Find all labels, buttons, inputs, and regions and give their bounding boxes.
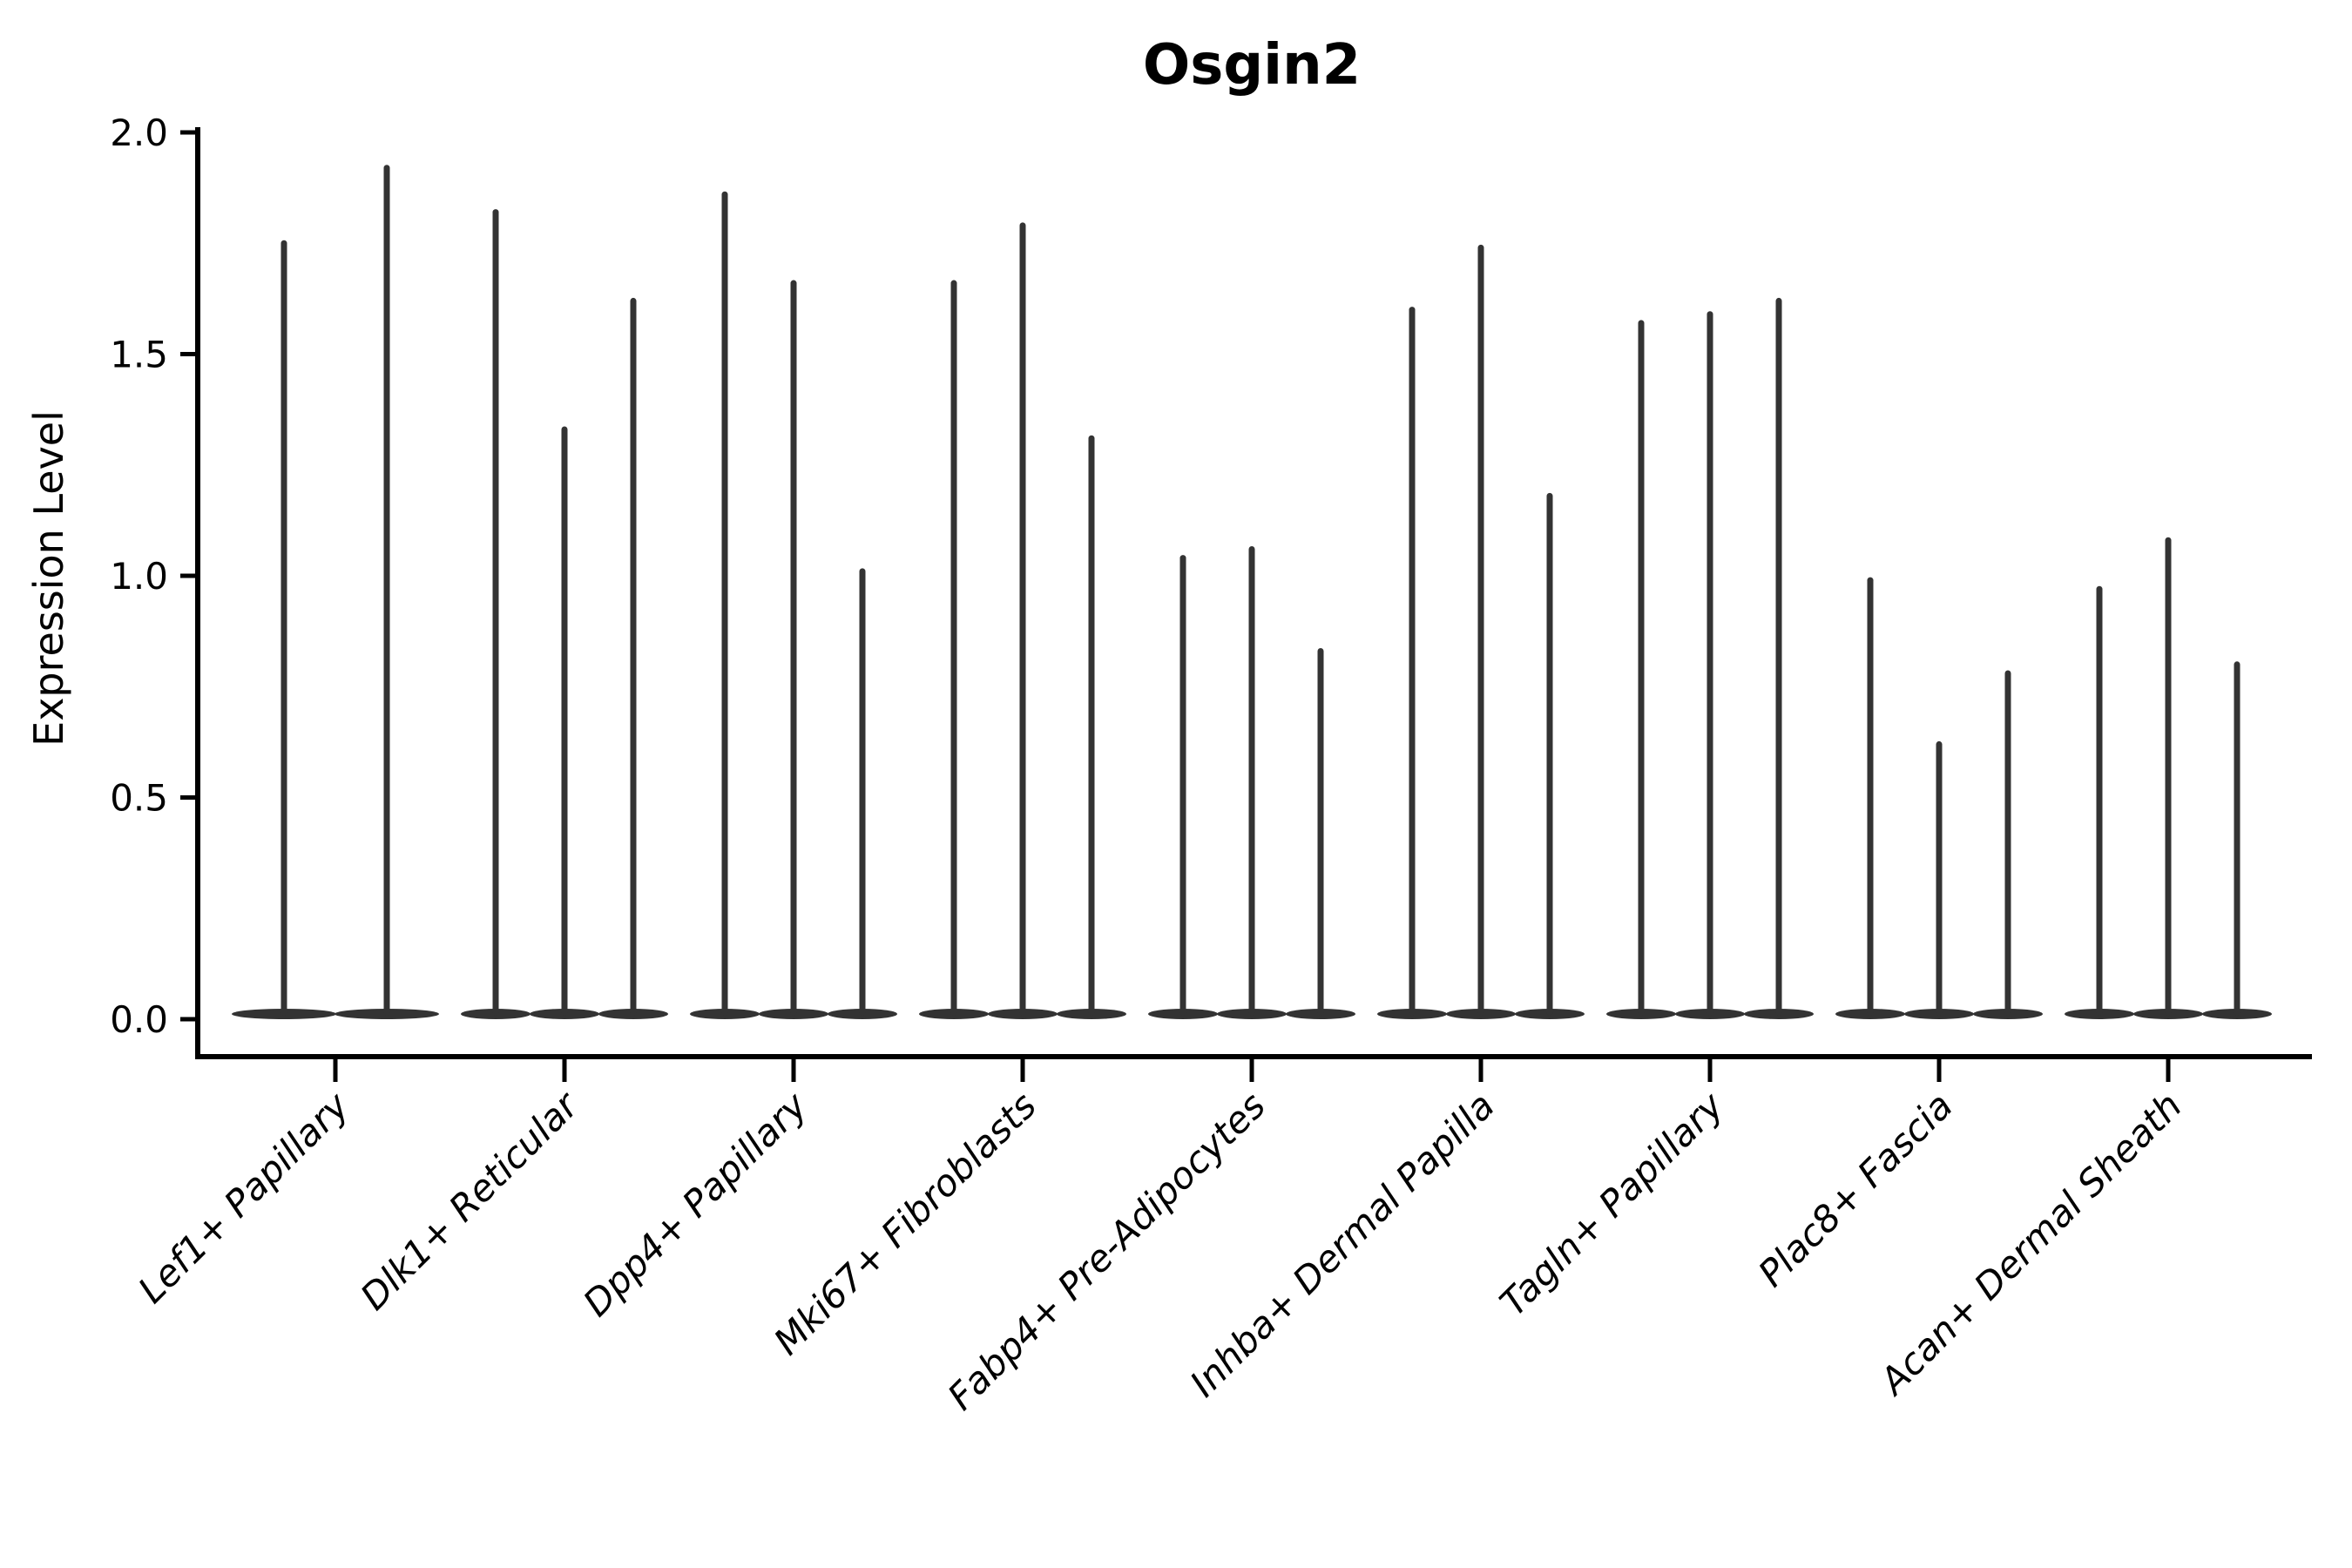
- x-tick-label: Tagln+ Papillary: [1491, 1084, 1733, 1325]
- chart-title: Osgin2: [1143, 33, 1361, 98]
- y-tick-group: 0.0 0.5 1.0 1.5 2.0: [110, 112, 198, 1041]
- x-tick-label: Mki67+ Fibroblasts: [766, 1084, 1044, 1362]
- y-axis-label: Expression Level: [25, 410, 72, 747]
- y-tick-label: 1.0: [110, 555, 168, 598]
- violins-group: [232, 165, 2272, 1019]
- y-tick-label: 0.0: [110, 998, 168, 1041]
- x-tick-label: Dlk1+ Reticular: [352, 1082, 588, 1318]
- x-tick-label: Plac8+ Fascia: [1750, 1084, 1961, 1294]
- y-tick-label: 0.5: [110, 777, 168, 820]
- y-tick-label: 1.5: [110, 334, 168, 376]
- y-tick-label: 2.0: [110, 112, 168, 154]
- x-tick-label: Dpp4+ Papillary: [575, 1084, 816, 1325]
- x-tick-label: Lef1+ Papillary: [130, 1084, 358, 1312]
